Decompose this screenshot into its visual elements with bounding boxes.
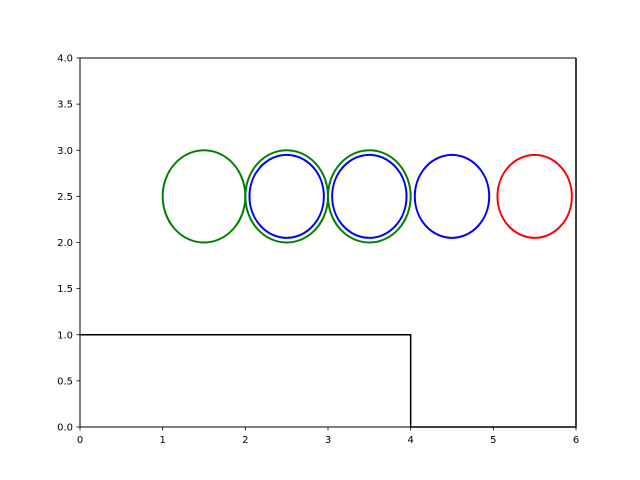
y-tick-label: 2.0 [57, 238, 73, 249]
circle-mark-5 [413, 153, 491, 239]
x-tick-label: 0 [77, 435, 83, 446]
circle-mark-2 [327, 149, 412, 244]
y-tick-label: 3.5 [57, 100, 73, 111]
y-tick-label: 4.0 [57, 54, 73, 65]
y-tick-label: 2.5 [57, 192, 73, 203]
y-axis: 0.0 0.5 1.0 1.5 2.0 2.5 3.0 3.5 4.0 [57, 54, 80, 434]
x-tick-label: 1 [159, 435, 165, 446]
circle-mark-6 [496, 153, 573, 239]
y-tick-label: 0.0 [57, 423, 73, 434]
circle-mark-4 [331, 153, 408, 239]
y-tick-label: 3.0 [57, 146, 73, 157]
x-axis: 0 1 2 3 4 5 6 [77, 427, 579, 446]
y-tick-label: 1.5 [57, 284, 73, 295]
x-tick-label: 4 [407, 435, 413, 446]
x-tick-label: 3 [325, 435, 331, 446]
circle-mark-3 [248, 153, 325, 239]
x-tick-label: 2 [242, 435, 248, 446]
y-tick-label: 1.0 [57, 330, 73, 341]
plot-background [80, 58, 576, 427]
x-tick-label: 5 [490, 435, 496, 446]
y-tick-label: 0.5 [57, 376, 73, 387]
x-tick-label: 6 [573, 435, 579, 446]
